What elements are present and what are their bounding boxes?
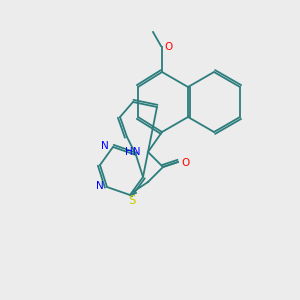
Text: N: N — [96, 181, 104, 191]
Text: O: O — [181, 158, 189, 168]
Text: N: N — [101, 141, 109, 151]
Text: S: S — [128, 194, 136, 207]
Text: O: O — [164, 42, 172, 52]
Text: HN: HN — [124, 147, 140, 157]
